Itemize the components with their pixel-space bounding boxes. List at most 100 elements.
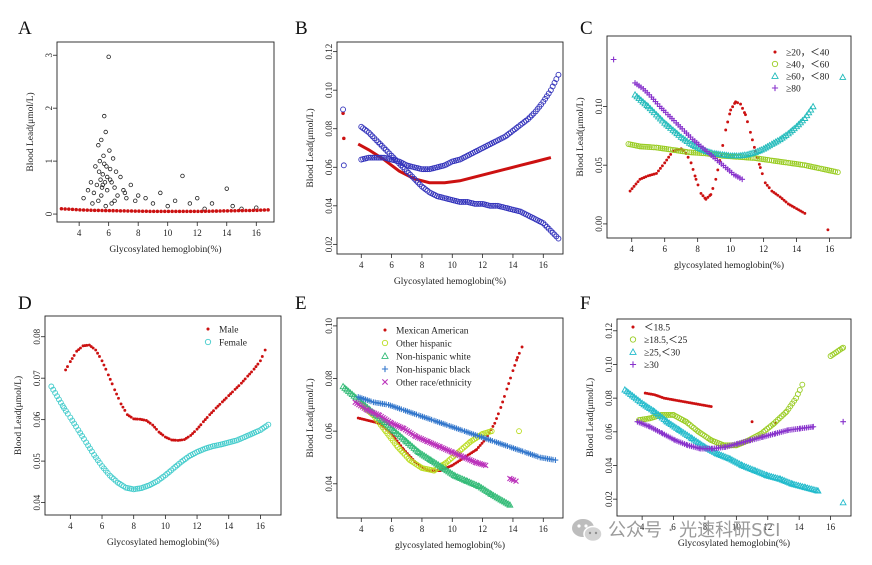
curve-marker [733,101,737,105]
curve-marker [683,441,690,448]
series-2 [59,207,270,214]
x-tick-label: 4 [640,522,645,532]
curve-marker [490,202,497,209]
data-point [236,208,241,213]
data-point [340,162,347,169]
curve-marker [663,412,670,418]
curve-marker [416,165,423,172]
curve-marker [782,198,786,202]
data-point [839,498,847,506]
x-tick-label: 10 [448,260,458,270]
curve-marker [712,155,719,162]
y-tick-label: 0 [44,211,54,216]
curve-marker [85,442,92,449]
curve-marker [250,370,253,374]
series-line [357,142,552,185]
series-1 [628,100,830,232]
x-tick-label: 6 [671,522,676,532]
legend: ＜18.5 ≥18.5,＜25 ≥25,＜30 ≥30 [629,324,687,371]
panel-label: F [580,293,591,314]
y-tick-label: 0.05 [594,157,604,173]
curve-marker [243,377,247,381]
curve-marker [654,100,661,107]
data-point [233,387,237,391]
curve-marker [371,135,378,142]
data-point [122,209,126,213]
curve-marker [476,446,480,449]
curve-marker [398,406,405,413]
curve-marker [368,398,374,405]
curve-marker [450,471,458,478]
legend-label: Non-hispanic black [396,366,470,376]
curve-marker [365,418,369,422]
curve-marker [743,111,746,115]
curve-marker [474,432,481,439]
data-point [135,193,141,198]
curve-marker [367,154,374,161]
curve-marker [50,386,57,393]
data-point [129,209,134,213]
y-tick-label: 0.04 [604,457,614,473]
data-point [222,209,226,213]
legend-marker [773,50,777,54]
data-point [770,189,774,193]
curve-marker [98,355,101,358]
curve-marker [377,415,385,423]
x-tick-label: 4 [359,524,364,534]
x-tick-label: 10 [732,522,742,532]
curve-marker [136,417,139,421]
curve-marker [409,163,416,170]
curve-marker [780,197,784,201]
curve-marker [387,419,394,426]
data-point [262,208,267,212]
panel-f: F 4 6 8 10 12 14 16 0.02 0.04 0.06 0.08 0.10 0.12 Glyc… [580,293,852,549]
legend-label: ≥60，＜80 [786,73,829,83]
curve-marker [155,427,158,431]
curve-marker [503,394,506,398]
curve-marker [414,447,422,454]
legend-label: ≥30 [644,361,659,371]
curve-marker [469,479,477,487]
data-point [187,201,193,206]
curve-marker [413,411,420,418]
legend-marker [629,336,637,343]
curve-marker [754,155,761,162]
data-point [75,349,79,353]
y-tick-label: 0.02 [324,236,334,252]
data-point [227,394,231,398]
y-tick-label: 0.10 [324,82,334,98]
curve-marker [787,160,794,167]
curve-marker [796,118,805,126]
curve-marker [803,484,811,491]
data-point [451,472,459,479]
curve-marker [660,164,664,168]
curve-marker [91,346,95,350]
y-tick-label: 0.04 [324,475,334,491]
curve-marker [176,460,182,467]
curve-marker [504,443,511,449]
curve-marker [422,166,429,173]
data-point [763,181,767,185]
data-point [255,208,259,213]
curve-marker [793,481,801,488]
curve-marker [241,379,245,383]
curve-marker [794,481,803,489]
legend: Male Female [204,326,247,349]
curve-marker [528,112,535,119]
x-tick-label: 6 [662,244,667,254]
curve-marker [675,131,683,138]
x-tick-label: 16 [826,522,836,532]
curve-marker [212,409,215,413]
x-tick-label: 14 [792,244,802,254]
legend-marker [629,347,637,355]
legend-label: Female [219,339,247,349]
data-point [373,154,380,161]
curve-marker [469,200,476,207]
curve-marker [690,149,697,156]
curve-marker [415,179,421,186]
curve-marker [553,76,560,83]
data-point [110,156,116,161]
curve-marker [683,137,691,144]
curve-marker [780,411,787,418]
